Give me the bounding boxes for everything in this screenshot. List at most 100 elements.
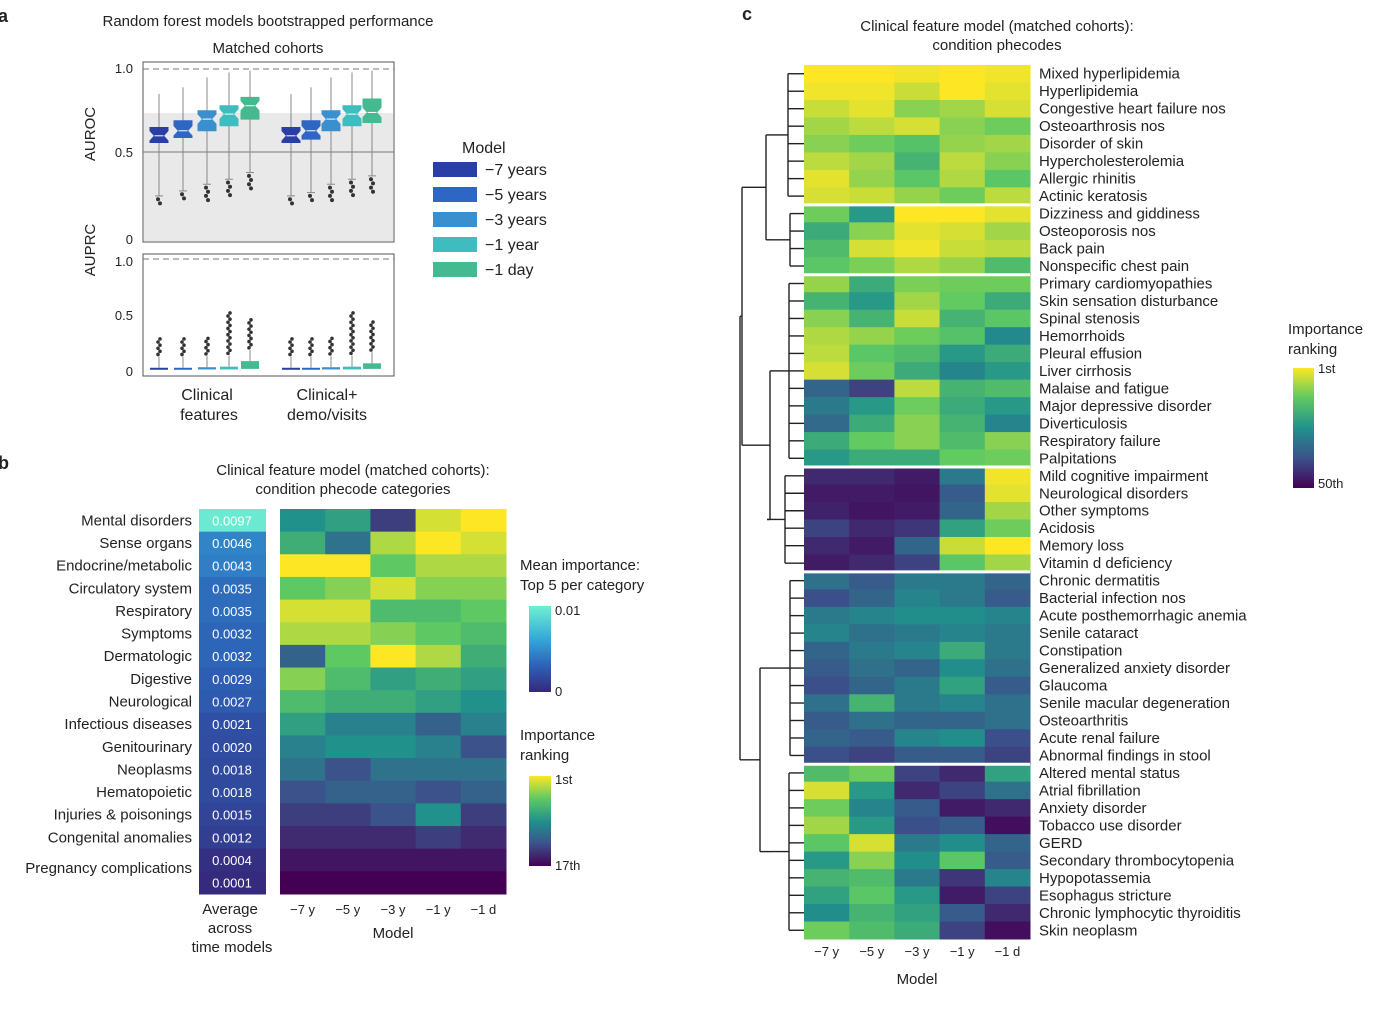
heatmap-cell: [370, 644, 417, 669]
auprc-outlier: [180, 340, 184, 344]
heatmap-cell: [370, 712, 417, 736]
heatmap-cell: [939, 484, 986, 503]
heatmap-cell: [325, 758, 371, 782]
panel-c-legend-title-line1: Importance: [1288, 321, 1363, 338]
phecode-row-label: Osteoporosis nos: [1039, 223, 1156, 240]
panel-c: c Clinical feature model (matched cohort…: [739, 4, 1363, 988]
heatmap-cell: [984, 606, 1031, 625]
auprc-box: [150, 367, 168, 370]
average-value: 0.0035: [212, 604, 252, 619]
heatmap-cell: [325, 780, 371, 804]
auprc-outlier: [349, 345, 353, 349]
average-cell: [199, 848, 266, 872]
auroc-box: [342, 105, 362, 127]
heatmap-cell: [939, 327, 986, 346]
heatmap-cell: [984, 502, 1031, 520]
auroc-outlier: [328, 185, 332, 190]
heatmap-cell: [804, 624, 850, 643]
auroc-outlier: [182, 196, 186, 201]
heatmap-cell: [939, 65, 986, 83]
heatmap-cell: [325, 871, 371, 895]
heatmap-cell: [894, 397, 941, 416]
model-legend-swatch: [433, 187, 477, 202]
panel-b-x-tick: −3 y: [381, 902, 406, 917]
phecode-row-label: Other symptoms: [1039, 503, 1149, 520]
heatmap-cell: [894, 309, 941, 328]
category-row-label: Respiratory: [115, 603, 192, 620]
heatmap-cell: [804, 467, 850, 486]
heatmap-cell: [415, 735, 462, 759]
panel-c-x-tick: −3 y: [905, 944, 930, 959]
heatmap-cell: [849, 274, 895, 293]
heatmap-cell: [984, 694, 1031, 713]
heatmap-cell: [849, 82, 895, 101]
heatmap-cell: [939, 82, 986, 101]
heatmap-cell: [894, 571, 941, 590]
heatmap-cell: [804, 117, 850, 136]
phecode-row-label: Atrial fibrillation: [1039, 782, 1141, 799]
heatmap-cell: [939, 519, 986, 538]
heatmap-cell: [939, 799, 986, 818]
phecode-row-label: Chronic lymphocytic thyroiditis: [1039, 905, 1241, 922]
heatmap-cell: [849, 204, 895, 223]
heatmap-cell: [804, 921, 850, 940]
rank-colorbar: [529, 776, 551, 866]
heatmap-cell: [849, 624, 895, 643]
auprc-outlier: [369, 329, 373, 334]
average-value: 0.0004: [212, 853, 252, 868]
rank-legend-title-line1: Importance: [520, 727, 595, 744]
auprc-outlier: [247, 327, 251, 331]
auroc-outlier: [156, 197, 160, 202]
heatmap-cell: [984, 536, 1031, 555]
auprc-tick-1: 1.0: [115, 254, 133, 269]
phecode-row-label: Acidosis: [1039, 520, 1095, 537]
phecode-row-label: Senile cataract: [1039, 625, 1139, 642]
auprc-outlier: [226, 332, 230, 337]
panel-a: a Random forest models bootstrapped perf…: [0, 6, 547, 424]
heatmap-cell: [894, 432, 941, 451]
heatmap-cell: [804, 746, 850, 765]
heatmap-cell: [984, 274, 1031, 293]
auprc-outlier: [204, 352, 208, 356]
phecode-row-label: Disorder of skin: [1039, 136, 1143, 153]
auprc-outlier: [228, 342, 232, 346]
phecode-row-label: Back pain: [1039, 241, 1105, 258]
category-label-demo-line1: Clinical+: [297, 387, 358, 404]
heatmap-cell: [894, 152, 941, 171]
heatmap-cell: [415, 667, 462, 691]
heatmap-cell: [894, 502, 941, 520]
heatmap-cell: [939, 292, 986, 311]
auprc-outlier: [249, 324, 253, 328]
heatmap-cell: [984, 904, 1031, 923]
auprc-outlier: [369, 342, 373, 346]
heatmap-cell: [894, 239, 941, 258]
heatmap-cell: [849, 711, 895, 730]
heatmap-cell: [460, 622, 507, 646]
heatmap-cell: [804, 169, 850, 188]
panel-c-x-tick: −5 y: [859, 944, 884, 959]
average-cell: [199, 622, 266, 646]
average-value: 0.0046: [212, 536, 252, 551]
auroc-outlier: [349, 188, 353, 193]
average-value: 0.0032: [212, 649, 252, 664]
heatmap-cell: [894, 834, 941, 853]
avg-label-line1: Average: [202, 901, 258, 918]
heatmap-cell: [370, 531, 417, 555]
heatmap-cell: [894, 99, 941, 118]
heatmap-cell: [984, 834, 1031, 853]
phecode-row-label: Liver cirrhosis: [1039, 363, 1132, 380]
auroc-outlier: [288, 197, 292, 202]
phecode-row-label: Secondary thrombocytopenia: [1039, 852, 1235, 869]
heatmap-cell: [849, 781, 895, 800]
heatmap-cell: [804, 204, 850, 223]
heatmap-cell: [804, 589, 850, 608]
heatmap-cell: [804, 432, 850, 451]
category-row-label: Symptoms: [121, 626, 192, 643]
heatmap-cell: [939, 117, 986, 136]
heatmap-cell: [804, 834, 850, 853]
average-value: 0.0043: [212, 559, 252, 574]
heatmap-cell: [984, 624, 1031, 643]
heatmap-cell: [984, 414, 1031, 433]
average-value: 0.0018: [212, 785, 252, 800]
heatmap-cell: [849, 869, 895, 888]
